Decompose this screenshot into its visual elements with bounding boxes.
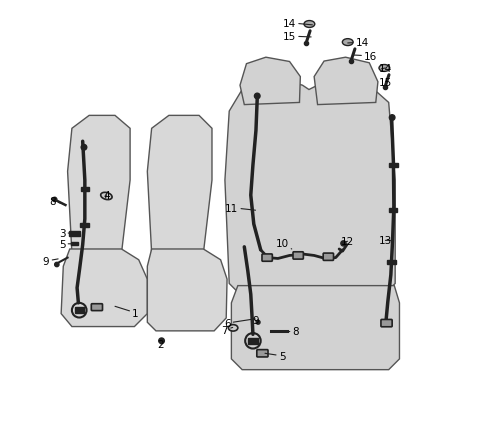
Text: 14: 14 — [283, 18, 312, 29]
Ellipse shape — [342, 40, 353, 46]
Polygon shape — [225, 80, 395, 292]
Polygon shape — [240, 58, 300, 105]
Circle shape — [55, 263, 59, 267]
Ellipse shape — [379, 65, 390, 72]
Text: 5: 5 — [59, 239, 74, 249]
Polygon shape — [61, 249, 147, 327]
Text: 5: 5 — [265, 351, 286, 361]
Text: 14: 14 — [348, 38, 369, 48]
Text: 10: 10 — [276, 238, 292, 249]
Circle shape — [389, 116, 395, 121]
Polygon shape — [68, 116, 130, 254]
FancyBboxPatch shape — [293, 252, 303, 260]
Text: 15: 15 — [283, 32, 311, 42]
Text: 9: 9 — [252, 315, 259, 326]
Ellipse shape — [228, 325, 238, 332]
Polygon shape — [231, 286, 399, 370]
Ellipse shape — [101, 193, 112, 200]
Text: 8: 8 — [49, 196, 63, 206]
FancyBboxPatch shape — [262, 254, 272, 261]
Text: 9: 9 — [43, 256, 58, 267]
Text: 4: 4 — [103, 190, 110, 200]
Text: 7: 7 — [221, 325, 233, 335]
Text: 16: 16 — [354, 52, 377, 62]
Circle shape — [254, 94, 260, 100]
Bar — [69, 231, 80, 236]
Text: 15: 15 — [379, 77, 392, 88]
Bar — [80, 224, 89, 228]
Bar — [81, 187, 89, 191]
Ellipse shape — [304, 22, 315, 28]
Circle shape — [81, 145, 87, 151]
Bar — [248, 338, 258, 344]
Bar — [75, 307, 84, 313]
Circle shape — [256, 321, 260, 325]
Text: 13: 13 — [379, 236, 393, 246]
FancyBboxPatch shape — [323, 254, 334, 261]
Polygon shape — [147, 116, 212, 254]
FancyBboxPatch shape — [381, 320, 392, 327]
Circle shape — [341, 241, 346, 246]
Text: 1: 1 — [115, 307, 139, 318]
Text: 11: 11 — [225, 203, 255, 213]
Polygon shape — [314, 58, 378, 105]
Bar — [387, 261, 396, 264]
Text: 14: 14 — [379, 64, 392, 74]
FancyBboxPatch shape — [91, 304, 103, 311]
FancyBboxPatch shape — [257, 350, 268, 357]
Text: 12: 12 — [341, 237, 354, 247]
Text: 6: 6 — [224, 318, 255, 329]
Text: 3: 3 — [59, 228, 74, 238]
Circle shape — [159, 338, 164, 344]
Text: 2: 2 — [157, 339, 164, 349]
Bar — [389, 209, 397, 213]
Polygon shape — [147, 249, 227, 331]
Bar — [389, 164, 398, 168]
Bar — [72, 243, 78, 246]
Circle shape — [52, 198, 57, 202]
Text: 8: 8 — [288, 326, 299, 336]
